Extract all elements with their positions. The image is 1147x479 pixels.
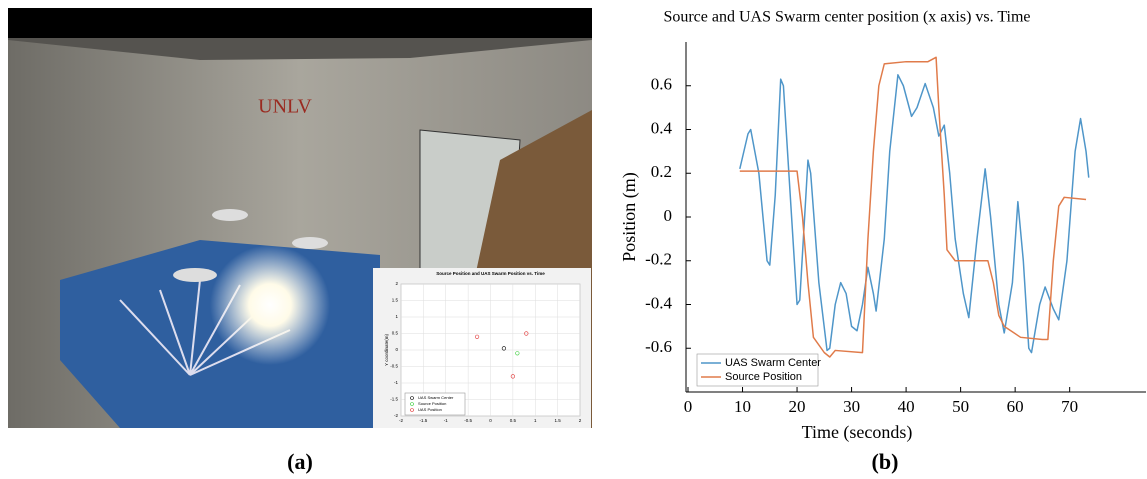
x-tick-label: 70 (1061, 397, 1078, 416)
x-tick-label: -1 (444, 418, 448, 423)
panel-label: (b) (872, 449, 899, 474)
y-tick-label: -2 (394, 413, 398, 418)
y-tick-label: -0.2 (645, 250, 672, 269)
y-axis-label: Position (m) (619, 172, 640, 262)
y-tick-label: 0.4 (651, 118, 673, 137)
scatter-point (515, 351, 520, 356)
y-tick-label: 1.5 (392, 298, 399, 303)
y-tick-label: -1 (394, 380, 398, 385)
ceiling (8, 38, 592, 60)
x-tick-label: 1.5 (554, 418, 561, 423)
chart: Source Position and UAS Swarm Position v… (384, 271, 582, 423)
x-tick-label: 40 (898, 397, 915, 416)
x-tick-label: 0 (489, 418, 492, 423)
x-tick-label: 0 (684, 397, 693, 416)
wall-text: UNLV (258, 96, 312, 118)
y-axis-label: Y coordinate(m) (384, 334, 389, 366)
y-tick-label: 0 (395, 347, 398, 352)
legend-label: UAS Swarm Center (725, 357, 821, 369)
x-tick-label: 60 (1007, 397, 1024, 416)
x-tick-label: 0.5 (510, 418, 517, 423)
chart: Source and UAS Swarm center position (x … (619, 9, 1146, 443)
y-tick-label: 0.6 (651, 75, 672, 94)
lamp (210, 245, 330, 365)
y-tick-label: 0 (664, 206, 673, 225)
scatter-point (501, 346, 507, 351)
legend-swatch (410, 402, 414, 406)
legend-swatch (410, 408, 414, 412)
y-tick-label: -0.6 (645, 337, 672, 356)
x-tick-label: 50 (952, 397, 969, 416)
y-tick-label: 2 (395, 281, 398, 286)
x-tick-label: 10 (734, 397, 751, 416)
scatter-point (474, 334, 480, 339)
drones (173, 209, 328, 282)
x-tick-label: 30 (843, 397, 860, 416)
legend-label: UAS Position (418, 407, 442, 412)
y-tick-label: -1.5 (390, 397, 398, 402)
series-line (739, 56, 1087, 358)
y-tick-label: 0.5 (392, 331, 399, 336)
legend-label: Source Position (418, 401, 446, 406)
x-tick-label: -0.5 (464, 418, 472, 423)
legend-label: Source Position (725, 371, 802, 383)
legend (696, 353, 819, 387)
chart-title: Source Position and UAS Swarm Position v… (436, 271, 545, 276)
legend (404, 392, 466, 416)
scatter-point (524, 331, 529, 336)
x-tick-label: 2 (579, 418, 582, 423)
x-axis-label: Time (seconds) (802, 422, 913, 443)
x-tick-label: 20 (789, 397, 806, 416)
x-tick-label: 1 (534, 418, 537, 423)
y-tick-label: -0.5 (390, 364, 398, 369)
scatter-point (510, 374, 515, 379)
x-tick-label: -2 (399, 418, 403, 423)
chart-title: Source and UAS Swarm center position (x … (663, 9, 1030, 26)
y-tick-label: -0.4 (645, 293, 672, 312)
legend-swatch (410, 396, 414, 400)
series-line (739, 74, 1090, 354)
x-tick-label: -1.5 (419, 418, 427, 423)
y-tick-label: 1 (395, 314, 398, 319)
legend-label: UAS Swarm Center (418, 395, 454, 400)
panel-label: (a) (287, 449, 313, 474)
y-tick-label: 0.2 (651, 162, 672, 181)
